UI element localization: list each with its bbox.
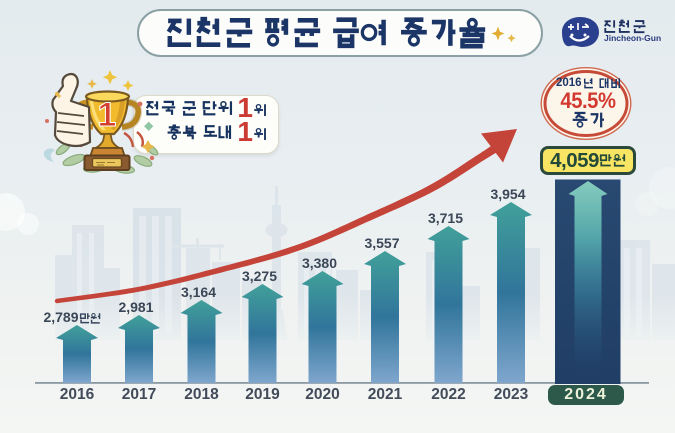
svg-text:2016: 2016	[556, 77, 582, 89]
svg-text:1: 1	[98, 96, 117, 134]
